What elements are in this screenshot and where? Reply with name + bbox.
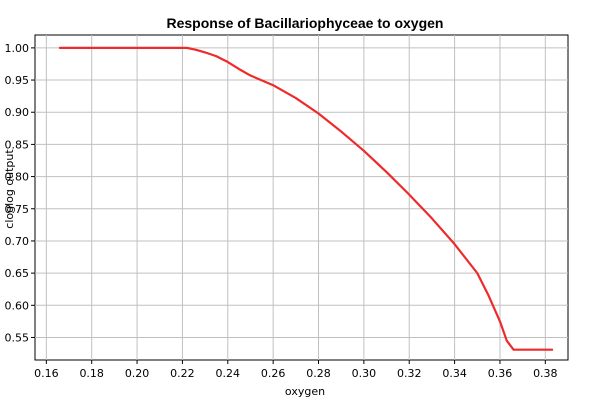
y-tick-label: 0.80: [5, 171, 30, 184]
y-tick-label: 0.85: [5, 138, 30, 151]
y-tick-label: 0.65: [5, 267, 30, 280]
y-axis-label: cloglog output: [3, 149, 16, 229]
y-tick-label: 0.70: [5, 235, 30, 248]
x-tick-label: 0.20: [125, 367, 150, 380]
y-tick-label: 1.00: [5, 42, 30, 55]
x-tick-label: 0.38: [533, 367, 558, 380]
x-tick-label: 0.36: [488, 367, 513, 380]
y-tick-label: 0.90: [5, 106, 30, 119]
y-tick-label: 0.75: [5, 203, 30, 216]
y-tick-label: 0.60: [5, 299, 30, 312]
series-layer: [58, 46, 554, 351]
grid-layer: [35, 35, 568, 360]
x-tick-label: 0.34: [442, 367, 467, 380]
x-axis-label: oxygen: [285, 385, 325, 398]
x-tick-label: 0.18: [79, 367, 104, 380]
x-tick-label: 0.16: [34, 367, 59, 380]
x-tick-label: 0.24: [216, 367, 241, 380]
plot-area: [34, 34, 569, 361]
x-tick-label: 0.22: [170, 367, 195, 380]
x-tick-label: 0.28: [306, 367, 331, 380]
ticks-layer: 0.16 0.18 0.20 0.22 0.24 0.26 0.28 0.30 0.32 0.34…: [5, 42, 558, 380]
x-tick-label: 0.32: [397, 367, 422, 380]
y-tick-label: 0.55: [5, 331, 30, 344]
x-tick-label: 0.26: [261, 367, 286, 380]
x-tick-label: 0.30: [352, 367, 377, 380]
y-tick-label: 0.95: [5, 74, 30, 87]
chart-title: Response of Bacillariophyceae to oxygen: [167, 15, 444, 31]
series-line: [58, 46, 554, 351]
